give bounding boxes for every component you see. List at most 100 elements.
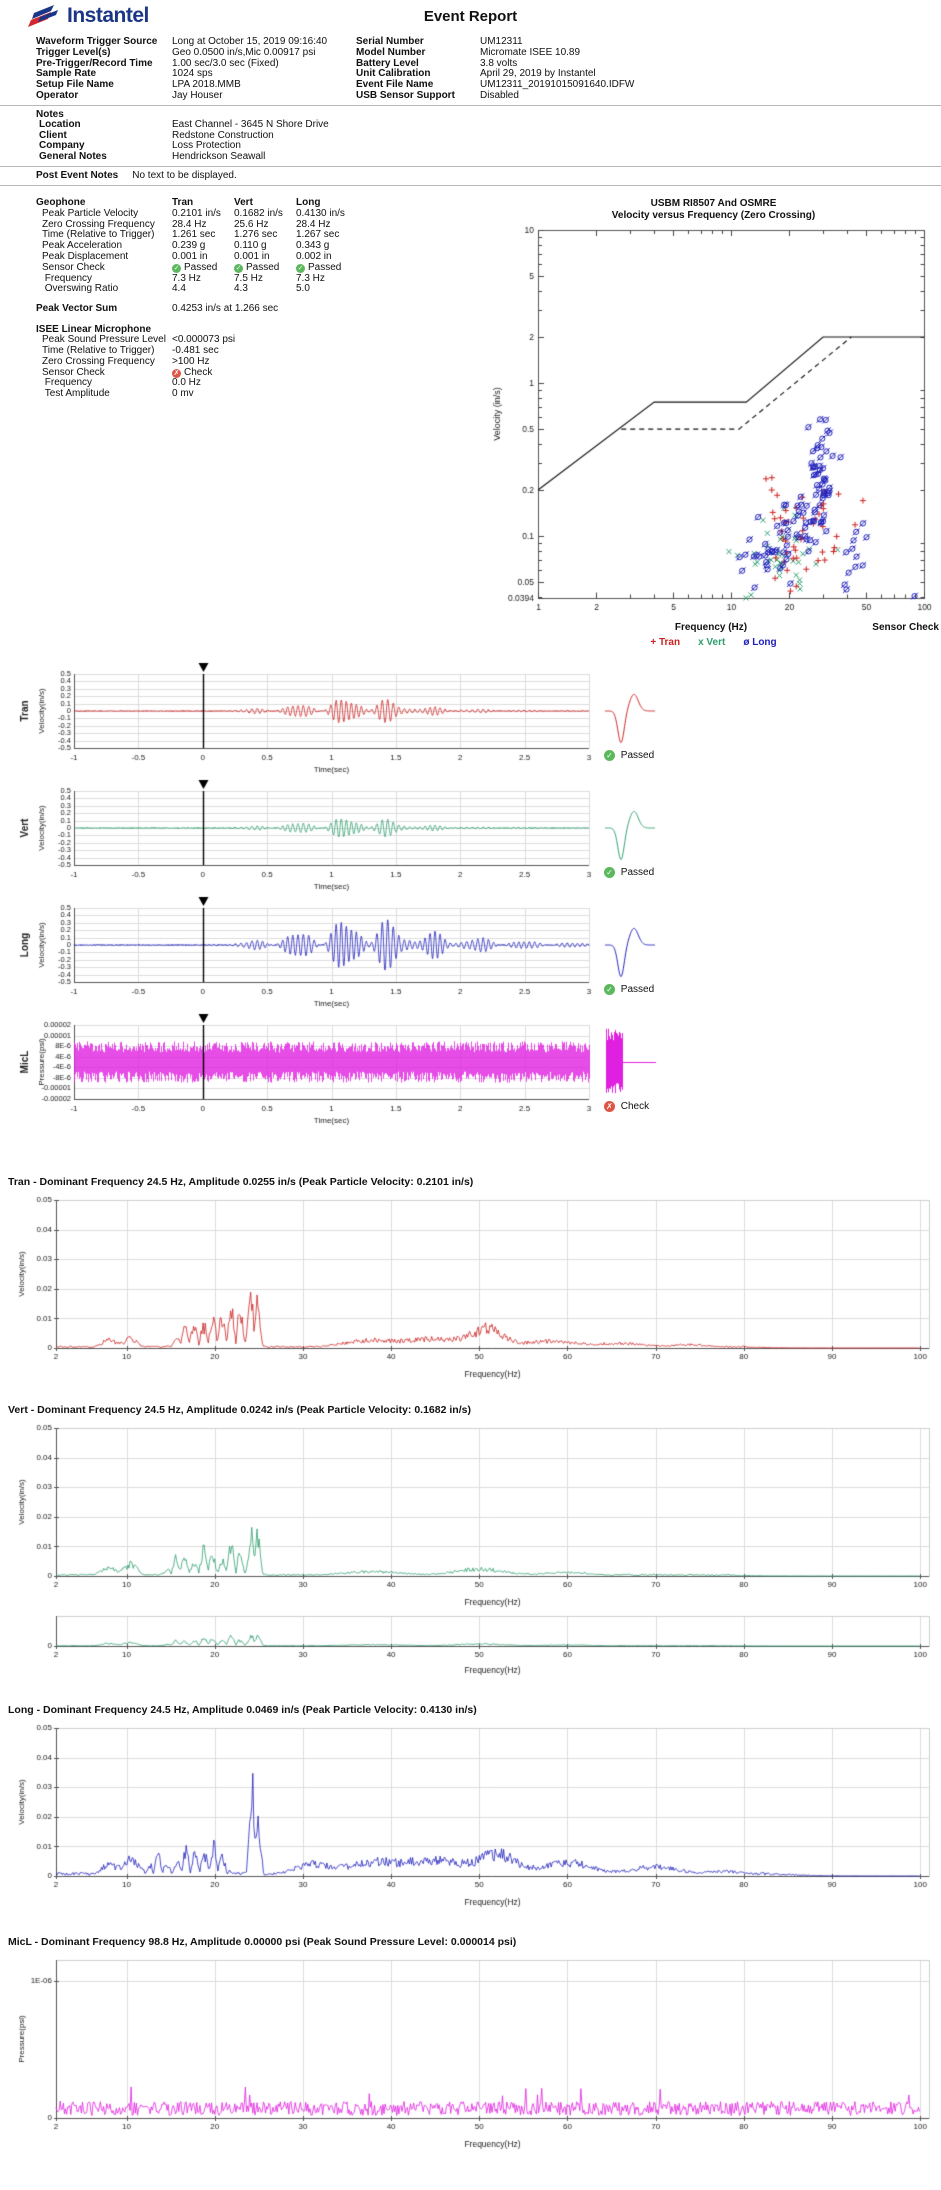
table-row-label: Zero Crossing Frequency: [42, 218, 155, 230]
table-cell: 1.261 sec: [172, 229, 216, 241]
table-row-label: Frequency: [42, 272, 93, 284]
info-label: Event File Name: [356, 79, 434, 91]
geophone-column-header: Tran: [172, 196, 194, 208]
report-header: Instantel Event Report: [0, 0, 941, 34]
post-event-notes: Post Event Notes No text to be displayed.: [36, 170, 941, 182]
geophone-column-header: Vert: [234, 196, 253, 208]
spectrum-block-vert_small: [8, 1611, 941, 1678]
spectrum-chart-long: [8, 1719, 941, 1910]
notes-rows: Location East Channel - 3645 N Shore Driv…: [39, 118, 941, 163]
note-label: Company: [39, 140, 85, 152]
spectrum-title: Tran - Dominant Frequency 24.5 Hz, Ampli…: [8, 1175, 474, 1188]
table-cell: 0.343 g: [296, 240, 330, 252]
note-value: Redstone Construction: [172, 129, 274, 141]
table-cell: 7.5 Hz: [234, 272, 263, 284]
waveform-row-micl: ✗ Check: [0, 1012, 941, 1130]
legend-glyph: x: [698, 636, 707, 648]
info-value: LPA 2018.MMB: [172, 79, 241, 91]
waveform-plot-vert: [12, 778, 626, 893]
table-cell: 0.4130 in/s: [296, 207, 345, 219]
info-label: Unit Calibration: [356, 68, 431, 80]
waveform-plot-tran: [12, 661, 626, 776]
usbm-scatter-chart: [486, 221, 936, 622]
notes-heading: Notes: [36, 108, 64, 120]
info-label: Operator: [36, 89, 79, 101]
table-cell: 1.267 sec: [296, 229, 340, 241]
info-left: Waveform Trigger Source Long at October 1…: [36, 36, 356, 102]
divider: [0, 104, 941, 106]
table-cell: 0.001 in: [234, 250, 270, 262]
table-row-label: Time (Relative to Trigger): [42, 229, 155, 241]
sensor-check-cell: ✓ Passed: [234, 261, 296, 274]
info-label: Model Number: [356, 46, 426, 58]
legend-glyph: +: [650, 636, 659, 648]
table-cell: 25.6 Hz: [234, 218, 269, 230]
info-label: Battery Level: [356, 57, 419, 69]
info-value: Disabled: [480, 89, 519, 101]
spectrum-block-mic: MicL - Dominant Frequency 98.8 Hz, Ampli…: [8, 1936, 941, 2152]
pass-icon: ✓: [296, 263, 305, 273]
fail-icon: ✗: [172, 368, 181, 378]
info-label: Serial Number: [356, 36, 424, 47]
waveform-row-long: ✓ Passed: [0, 895, 941, 1013]
usbm-chart-block: USBM RI8507 And OSMRE Velocity versus Fr…: [486, 198, 941, 648]
sensor-check-result: Passed: [246, 261, 280, 273]
note-value: Hendrickson Seawall: [172, 151, 266, 163]
table-row-label: Sensor Check: [42, 366, 105, 378]
legend-glyph: ø: [743, 636, 753, 648]
results-tables: Geophone Tran Vert Long Peak Particle Veloci…: [36, 196, 486, 648]
info-value: UM12311: [480, 36, 523, 47]
waveform-plot-micl: [12, 1012, 626, 1127]
info-value: 1024 sps: [172, 68, 213, 80]
sensor-check-result: Check: [184, 366, 213, 378]
sensor-check-cell: ✓ Passed: [172, 261, 234, 274]
table-row-label: Test Amplitude: [42, 388, 110, 400]
peak-vector-sum-value: 0.4253 in/s at 1.266 sec: [172, 303, 279, 315]
table-cell: 28.4 Hz: [296, 218, 331, 230]
sensor-check-badge: ✓ Passed: [604, 983, 655, 995]
instantel-flag-icon: [28, 5, 58, 27]
usbm-chart-footer: Frequency (Hz) Sensor Check: [486, 622, 941, 635]
table-cell: 0.2101 in/s: [172, 207, 221, 219]
sensor-check-badge: ✗ Check: [604, 1100, 649, 1112]
sensor-check-label: Passed: [618, 983, 655, 995]
usbm-xaxis-label: Frequency (Hz): [674, 621, 748, 633]
table-row-label: Sensor Check: [42, 261, 105, 273]
spectrum-chart-mic: [8, 1951, 941, 2152]
sensor-check-pulse-long: [602, 907, 658, 982]
info-label: Sample Rate: [36, 68, 97, 80]
info-label: Setup File Name: [36, 79, 114, 91]
pass-icon: ✓: [604, 749, 615, 761]
legend-item: + Tran: [650, 637, 680, 648]
table-cell: 4.3: [234, 283, 248, 295]
post-event-notes-label: Post Event Notes: [36, 169, 119, 181]
legend-label: Vert: [706, 636, 726, 648]
info-value: April 29, 2019 by Instantel: [480, 68, 596, 80]
table-cell: 0.002 in: [296, 250, 332, 262]
table-cell: <0.000073 psi: [172, 334, 236, 346]
table-cell: 0.110 g: [234, 240, 267, 252]
info-label: USB Sensor Support: [356, 89, 455, 101]
brand-name: Instantel: [67, 4, 149, 27]
info-label: Pre-Trigger/Record Time: [36, 57, 153, 69]
results-section: Geophone Tran Vert Long Peak Particle Veloci…: [36, 196, 941, 648]
pass-icon: ✓: [604, 983, 615, 995]
pass-icon: ✓: [604, 866, 615, 878]
info-value: Micromate ISEE 10.89: [480, 46, 581, 58]
divider: [0, 165, 941, 167]
sensor-check-result: Passed: [184, 261, 218, 273]
note-value: Loss Protection: [172, 140, 241, 152]
note-label: Client: [39, 129, 67, 141]
table-cell: 4.4: [172, 283, 186, 295]
note-value: East Channel - 3645 N Shore Drive: [172, 118, 329, 130]
waveform-row-vert: ✓ Passed: [0, 778, 941, 896]
waveform-plot-long: [12, 895, 626, 1010]
table-cell: -0.481 sec: [172, 344, 219, 356]
info-section: Waveform Trigger Source Long at October 1…: [36, 36, 941, 102]
table-row-label: Zero Crossing Frequency: [42, 355, 155, 367]
sensor-check-pulse-tran: [602, 673, 658, 748]
sensor-check-pulse-vert: [602, 790, 658, 865]
spectrum-chart-vert: [8, 1419, 941, 1610]
spectrum-title: Long - Dominant Frequency 24.5 Hz, Ampli…: [8, 1703, 477, 1716]
